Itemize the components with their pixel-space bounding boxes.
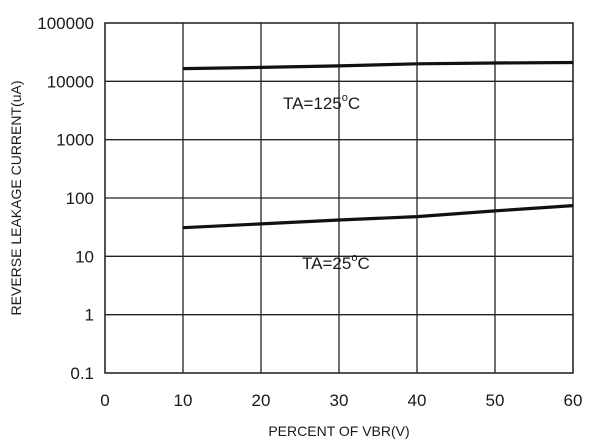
y-tick-label: 10000: [47, 72, 94, 91]
y-tick-label: 1: [85, 306, 94, 325]
x-tick-labels: 0 10 20 30 40 50 60: [100, 391, 582, 410]
y-tick-label: 10: [75, 247, 94, 266]
x-axis-title: PERCENT OF VBR(V): [268, 423, 409, 439]
y-axis-title: REVERSE LEAKAGE CURRENT(uA): [8, 81, 24, 316]
y-tick-label: 100000: [37, 14, 94, 33]
x-tick-label: 30: [330, 391, 349, 410]
x-tick-label: 10: [174, 391, 193, 410]
x-tick-label: 50: [486, 391, 505, 410]
x-tick-label: 40: [408, 391, 427, 410]
x-tick-label: 20: [252, 391, 271, 410]
x-tick-label: 60: [564, 391, 583, 410]
grid-lines: [105, 23, 573, 373]
x-tick-label: 0: [100, 391, 109, 410]
series-lines: [182, 60, 574, 230]
y-tick-labels: 0.1 1 10 100 1000 10000 100000: [37, 14, 94, 383]
y-tick-label: 0.1: [70, 364, 94, 383]
y-tick-label: 100: [66, 189, 94, 208]
series-line-0: [182, 60, 574, 71]
series-label-125: TA=125oC: [283, 92, 360, 113]
series-label-25: TA=25oC: [302, 252, 370, 273]
series-line-1: [182, 204, 574, 230]
y-tick-label: 1000: [56, 131, 94, 150]
